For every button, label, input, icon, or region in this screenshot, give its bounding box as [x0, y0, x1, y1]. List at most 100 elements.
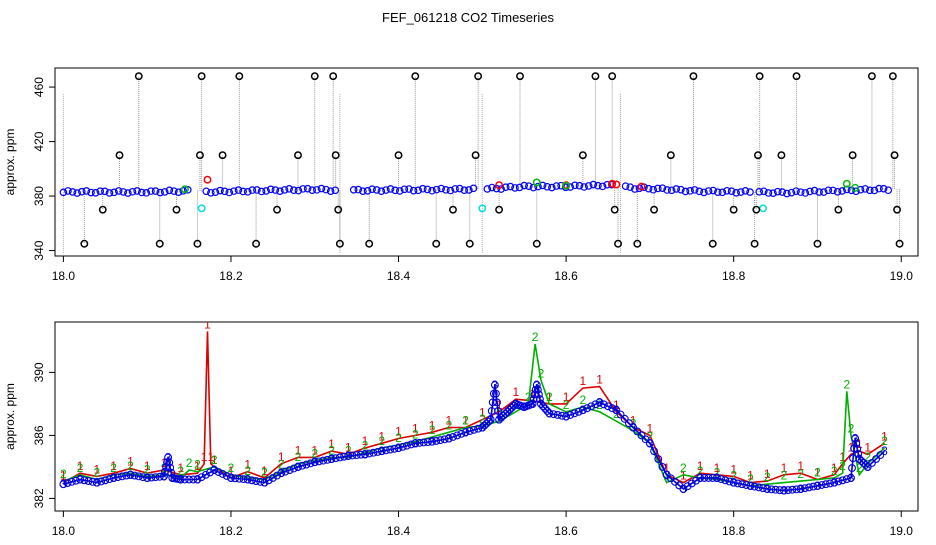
- data-point: [746, 188, 754, 196]
- data-point: [650, 447, 659, 456]
- data-point: [489, 389, 498, 398]
- data-point: [738, 480, 746, 489]
- data-point: [239, 187, 247, 196]
- data-point: [535, 395, 544, 404]
- data-point: [322, 185, 330, 194]
- data-point: [344, 451, 353, 460]
- data-point: [700, 188, 708, 197]
- data-point: [101, 187, 109, 196]
- data-point: [736, 188, 745, 196]
- data-point: [165, 186, 174, 195]
- data-point: [821, 480, 830, 489]
- x-tick-label: 18.2: [219, 269, 243, 283]
- data-point: [800, 484, 809, 493]
- data-point: [248, 186, 257, 194]
- data-point: [189, 475, 198, 484]
- data-point: [552, 182, 561, 190]
- data-point: [598, 182, 607, 191]
- data-point: [829, 186, 837, 195]
- data-point: [444, 434, 453, 443]
- data-point: [654, 455, 663, 463]
- series-marker-1: 1: [529, 387, 536, 401]
- series-marker-3: 3: [533, 378, 540, 392]
- data-point: [528, 399, 537, 408]
- series-marker-3: 3: [345, 449, 352, 463]
- data-point: [124, 189, 132, 197]
- plot-frame: [54, 67, 919, 257]
- data-point: [773, 187, 782, 196]
- series-marker-3: 3: [613, 403, 620, 417]
- data-point: [210, 466, 219, 474]
- data-point: [641, 435, 650, 444]
- data-point: [690, 186, 699, 194]
- series-marker-3: 3: [412, 436, 419, 450]
- series-marker-2: 2: [60, 467, 67, 481]
- series-marker-2: 2: [161, 461, 168, 475]
- series-marker-1: 1: [110, 459, 117, 473]
- data-point: [532, 381, 541, 389]
- data-point: [815, 188, 823, 196]
- data-point: [110, 188, 118, 197]
- data-point: [876, 451, 885, 460]
- x-tick-label: 18.0: [52, 269, 76, 283]
- data-point: [446, 186, 455, 195]
- data-point: [895, 239, 904, 248]
- data-point: [432, 436, 441, 445]
- data-point: [851, 434, 860, 443]
- data-point: [317, 184, 326, 193]
- data-point: [356, 450, 365, 459]
- data-point: [614, 239, 622, 248]
- data-point: [667, 186, 676, 195]
- data-point: [252, 477, 261, 486]
- series-marker-2: 2: [362, 439, 369, 453]
- series-marker-3: 3: [647, 436, 654, 450]
- series-marker-2: 2: [856, 461, 863, 475]
- data-point: [587, 402, 596, 411]
- data-point: [243, 188, 252, 196]
- data-point: [677, 185, 685, 194]
- data-point: [327, 455, 336, 463]
- data-point: [591, 400, 600, 409]
- data-point: [543, 407, 552, 415]
- data-point: [616, 410, 625, 419]
- data-point: [423, 185, 432, 194]
- data-point: [810, 186, 819, 195]
- series-marker-1: 1: [127, 454, 134, 468]
- data-point: [220, 187, 229, 196]
- data-point: [91, 189, 100, 197]
- data-point: [482, 419, 491, 428]
- series-marker-1: 1: [207, 450, 214, 464]
- data-point: [455, 184, 464, 193]
- data-point: [562, 181, 571, 190]
- data-point: [857, 457, 866, 465]
- data-point: [650, 205, 659, 214]
- data-point: [608, 179, 617, 188]
- data-point: [692, 476, 700, 485]
- data-point: [755, 72, 764, 81]
- series-marker-1: 1: [211, 453, 218, 467]
- series-marker-3: 3: [512, 397, 519, 411]
- series-marker-3: 3: [261, 476, 268, 490]
- series-marker-1: 1: [261, 464, 268, 478]
- series-marker-3: 3: [445, 432, 452, 446]
- data-point: [834, 205, 843, 214]
- data-point: [423, 438, 432, 447]
- series-marker-1: 1: [177, 461, 184, 475]
- data-point: [281, 467, 290, 476]
- data-point: [394, 444, 403, 452]
- series-marker-3: 3: [663, 468, 670, 482]
- data-point: [480, 421, 489, 430]
- data-point: [497, 413, 506, 422]
- data-point: [629, 423, 638, 432]
- series-marker-3: 3: [864, 460, 871, 474]
- series-marker-3: 3: [211, 463, 218, 477]
- y-tick-label: 420: [32, 131, 46, 151]
- x-tick-label: 18.0: [52, 524, 76, 538]
- data-point: [538, 181, 547, 190]
- series-marker-3: 3: [169, 471, 176, 485]
- data-point: [465, 427, 474, 436]
- series-marker-2: 2: [186, 456, 193, 470]
- data-point: [273, 471, 281, 480]
- data-point: [363, 187, 372, 195]
